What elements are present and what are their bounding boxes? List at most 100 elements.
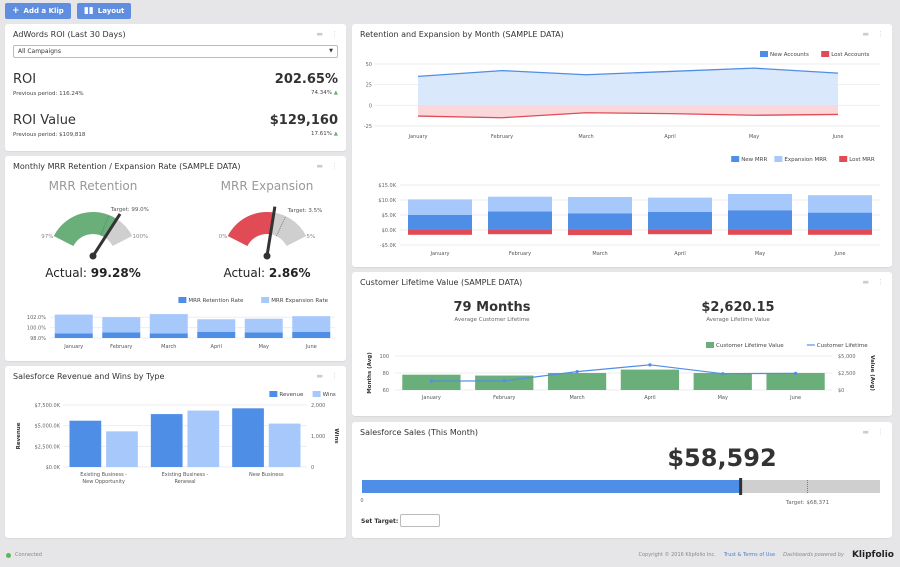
x-tick-label: January — [63, 344, 83, 350]
x-tick-label: May — [259, 344, 269, 350]
roi-value: 202.65% — [274, 72, 338, 87]
layout-icon: ▮▮ — [83, 6, 94, 16]
x-tick-label: February — [491, 134, 513, 140]
comment-icon[interactable]: ▬ — [862, 428, 869, 436]
sales-bullet-bar: 0 Target: $68,371 — [360, 478, 880, 506]
roi-value-label: ROI Value — [13, 113, 76, 128]
y-tick-label: 100.0% — [27, 326, 46, 332]
bar-lost-mrr — [408, 230, 472, 235]
gauge-fill — [53, 212, 117, 247]
more-menu-icon[interactable]: ⋮ — [877, 428, 884, 436]
avg-lifetime-label: Average Customer Lifetime — [454, 317, 530, 323]
legend-swatch — [731, 156, 740, 162]
comment-icon[interactable]: ▬ — [862, 30, 869, 38]
more-menu-icon[interactable]: ⋮ — [331, 372, 338, 380]
legend-label: Revenue — [279, 392, 304, 398]
y-tick-label: $10.0K — [378, 198, 396, 204]
legend-label: Customer Lifetime — [817, 343, 868, 349]
more-menu-icon[interactable]: ⋮ — [877, 30, 884, 38]
bar-wins — [106, 431, 138, 467]
more-menu-icon[interactable]: ⋮ — [331, 30, 338, 38]
bar-clv — [620, 369, 680, 390]
footer: Connected Copyright © 2016 Klipfolio Inc… — [0, 548, 900, 564]
add-klip-button[interactable]: + Add a Klip — [5, 3, 71, 19]
bar-new-mrr — [808, 212, 872, 230]
bullet-marker — [739, 478, 743, 495]
y-tick-label: 25 — [366, 83, 372, 89]
gauge-target-line — [276, 216, 287, 237]
bullet-zero-label: 0 — [360, 498, 363, 504]
klip-mrr-rate: Monthly MRR Retention / Expansion Rate (… — [5, 156, 346, 361]
y-tick-label: -$5.0K — [380, 243, 397, 249]
bar-expansion — [244, 318, 283, 333]
x-tick-label: March — [578, 134, 593, 140]
x-tick-label: April — [674, 251, 685, 257]
terms-link[interactable]: Trust & Terms of Use — [723, 552, 776, 558]
x-tick-label: January — [408, 134, 428, 140]
set-target-label: Set Target: — [361, 518, 399, 525]
set-target-input[interactable] — [400, 514, 440, 527]
y-tick-label: 100 — [379, 354, 389, 360]
y-tick-label: $7,500.0K — [34, 403, 60, 409]
chevron-down-icon: ▼ — [329, 48, 333, 54]
x-tick-label: June — [305, 344, 317, 350]
gauge-title: MRR Expansion — [221, 179, 314, 193]
roi-label: ROI — [13, 72, 37, 87]
bar-expansion — [149, 314, 188, 334]
bar-expansion-mrr — [648, 197, 712, 212]
legend-swatch — [821, 51, 830, 57]
bar-wins — [268, 423, 301, 467]
comment-icon[interactable]: ▬ — [316, 372, 323, 380]
comment-icon[interactable]: ▬ — [316, 162, 323, 170]
y2-axis-label: Value (Avg) — [869, 355, 875, 391]
avg-ltv-label: Average Lifetime Value — [706, 317, 770, 323]
x-tick-label: March — [161, 344, 176, 350]
y-tick-label: $5,000.0K — [34, 424, 60, 430]
legend-label: New Accounts — [770, 52, 809, 58]
layout-button[interactable]: ▮▮ Layout — [76, 3, 132, 19]
sales-value: $58,592 — [667, 444, 777, 472]
bullet-target-label: Target: $68,371 — [785, 500, 829, 506]
legend-swatch — [178, 297, 187, 303]
more-menu-icon[interactable]: ⋮ — [331, 162, 338, 170]
comment-icon[interactable]: ▬ — [862, 278, 869, 286]
bar-lost-mrr — [488, 230, 552, 235]
klip-sf-sales: Salesforce Sales (This Month) ▬ ⋮ $58,592… — [352, 422, 892, 538]
x-tick-label: June — [832, 134, 844, 140]
x-tick-label: February — [509, 251, 531, 257]
retention-area-chart: Lost Accounts New Accounts 50 25 0 -25 January… — [364, 51, 880, 140]
legend-label: Lost MRR — [849, 157, 875, 163]
gauge-target-line — [100, 214, 110, 236]
x-tick-label: Existing Business - — [162, 472, 209, 478]
legend-label: Wins — [323, 392, 336, 398]
klip-title: Monthly MRR Retention / Expansion Rate (… — [13, 162, 241, 171]
bar-new-mrr — [488, 211, 552, 230]
campaign-select[interactable]: All Campaigns ▼ — [13, 45, 338, 58]
bar-retention — [149, 333, 188, 338]
x-tick-label: February — [110, 344, 132, 350]
klip-title: Salesforce Revenue and Wins by Type — [13, 372, 165, 381]
y-tick-label: 0 — [369, 103, 372, 109]
roi-change: 74.34% ▲ — [311, 90, 338, 96]
x-tick-label: New Business — [249, 472, 284, 478]
x-tick-label: January — [430, 251, 450, 257]
klip-title: AdWords ROI (Last 30 Days) — [13, 30, 126, 39]
legend-label: Lost Accounts — [831, 52, 869, 58]
klip-title: Salesforce Sales (This Month) — [360, 428, 479, 437]
comment-icon[interactable]: ▬ — [316, 30, 323, 38]
gauge-max-label: 5% — [307, 234, 316, 240]
legend-swatch — [760, 51, 768, 57]
legend-swatch — [312, 391, 321, 397]
area-fill-lost — [418, 105, 838, 118]
gauge-target-label: Target: 3.5% — [287, 208, 323, 214]
gauges: MRR Retention Target: 99.0% 97% 100% Actual:… — [41, 179, 323, 280]
y2-tick-label: 1,000 — [311, 434, 325, 440]
more-menu-icon[interactable]: ⋮ — [877, 278, 884, 286]
klipfolio-logo: Klipfolio — [851, 550, 894, 560]
up-arrow-icon: ▲ — [333, 90, 338, 96]
line-point — [721, 372, 725, 376]
x-tick-label: May — [749, 134, 759, 140]
gauge-min-label: 0% — [219, 234, 228, 240]
toolbar: + Add a Klip ▮▮ Layout — [5, 3, 132, 19]
gauge-actual-label: Actual: 2.86% — [223, 266, 310, 280]
